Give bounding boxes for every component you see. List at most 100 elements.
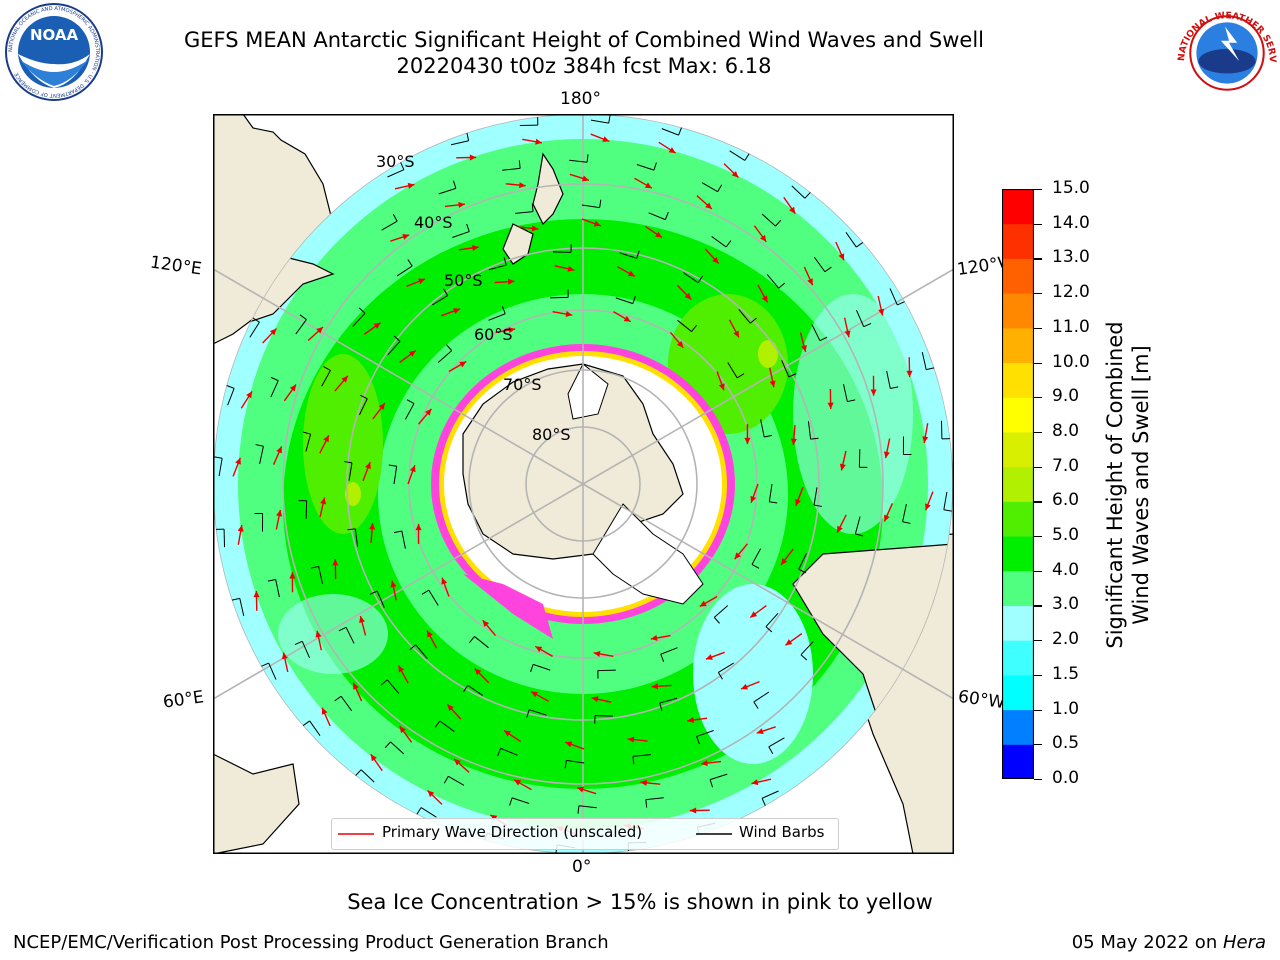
footer-credit: NCEP/EMC/Verification Post Processing Pr… — [13, 932, 609, 953]
colorbar-segment — [1002, 640, 1034, 676]
wave-arrow-head — [458, 201, 465, 208]
wave-arrow-head — [884, 514, 890, 522]
wind-barb-flag — [409, 644, 417, 651]
wind-barb-shaft — [467, 684, 484, 696]
longitude-grid — [213, 114, 954, 854]
wave-arrow-head — [353, 682, 359, 690]
wind-barb-shaft — [753, 691, 770, 703]
wave-arrow-head — [447, 704, 454, 712]
wind-barb-shaft — [511, 797, 530, 804]
wind-barb-flag — [443, 776, 449, 784]
wave-arrow-head — [712, 256, 719, 264]
wind-barb-shaft — [376, 590, 385, 608]
wave-arrow-head — [740, 683, 748, 690]
colorbar-tick-label: 2.0 — [1052, 629, 1080, 650]
lon-label-60e: 60°E — [161, 687, 206, 713]
wind-barb-shaft — [798, 552, 807, 570]
wind-barb-flag — [769, 501, 778, 504]
colorbar-tick-mark — [1034, 674, 1042, 677]
colorbar-tick-mark — [1034, 779, 1042, 781]
wind-barb-shaft — [648, 212, 666, 221]
wind-barb-flag — [343, 461, 353, 464]
wind-barb-flag — [691, 324, 697, 332]
wave-arrow-head — [508, 327, 516, 334]
land-africa — [213, 753, 300, 854]
noaa-logo-text: NOAA — [30, 26, 79, 44]
wind-barb-flag — [902, 521, 911, 524]
wind-barb-flag — [810, 437, 819, 440]
wave-arrow-head — [839, 463, 846, 471]
wave-arrow-head — [320, 497, 327, 505]
wave-arrow-head — [795, 498, 801, 506]
wave-arrow-head — [459, 361, 467, 368]
colorbar-segment — [1002, 397, 1034, 433]
wind-barb-flag — [302, 431, 311, 435]
colorbar-tick-mark — [1034, 709, 1042, 711]
wave-arrow-head — [756, 728, 764, 735]
wind-barb-shaft — [488, 264, 507, 271]
wind-barb-shaft — [768, 737, 785, 748]
wind-barb-flag — [446, 344, 453, 351]
wave-arrow-head — [235, 457, 241, 465]
wind-barb-shaft — [387, 340, 401, 356]
wind-barb-flag — [358, 307, 366, 314]
wave-arrow-head — [627, 736, 635, 743]
wind-barb-shaft — [811, 324, 821, 341]
wind-barb-flag — [697, 275, 704, 283]
wind-barb-shaft — [854, 516, 861, 534]
wave-arrow-head — [807, 278, 813, 286]
wave-arrow-head — [838, 253, 845, 261]
lat-label-50s: 50°S — [444, 271, 483, 290]
wave-arrow-head — [627, 270, 635, 277]
wind-barb-shaft — [727, 362, 738, 379]
wave-arrow-head — [332, 559, 339, 566]
colorbar-tick-mark — [1034, 536, 1042, 538]
wind-barb-flag — [713, 617, 720, 624]
wave-arrow-head — [644, 182, 652, 189]
wind-barb-shaft — [360, 769, 375, 783]
wave-arrow-head — [427, 790, 435, 798]
wind-barb-flag — [804, 192, 811, 199]
wave-arrow-head — [281, 652, 288, 660]
wind-barb-flag — [407, 259, 413, 267]
colorbar-segment — [1002, 258, 1034, 294]
wind-barb-flag — [302, 720, 310, 726]
wave-arrow-head — [531, 225, 539, 232]
wave-arrow-head — [761, 295, 768, 303]
wind-barb-flag — [824, 266, 832, 273]
wave-arrow-head — [453, 308, 461, 314]
noaa-logo-icon: NOAA NATIONAL OCEANIC AND ATMOSPHERIC AD… — [5, 3, 103, 101]
colorbar-segment — [1002, 605, 1034, 641]
wave-arrow-head — [705, 654, 713, 660]
colorbar-tick-mark — [1034, 223, 1042, 225]
wind-barb-flag — [338, 626, 347, 632]
wind-barb-flag — [768, 746, 774, 754]
colorbar-tick-label: 1.5 — [1052, 663, 1080, 684]
wave-arrow-head — [315, 630, 322, 638]
plot-subtitle-run-info: 20220430 t00z 384h fcst Max: 6.18 — [396, 54, 772, 78]
wind-barb-flag — [380, 679, 388, 686]
wave-arrow-head — [593, 220, 601, 227]
wind-barb-flag — [226, 385, 235, 389]
wind-barb-shaft — [768, 483, 773, 502]
wave-arrow-head — [507, 278, 515, 285]
colorbar-tick-label: 9.0 — [1052, 386, 1080, 407]
lat-label-70s: 70°S — [503, 375, 542, 394]
wind-barb-shaft — [800, 641, 814, 656]
wind-barb-shaft — [645, 797, 664, 801]
wind-barb-flag — [393, 530, 402, 534]
wave-arrow-head — [490, 814, 498, 821]
wind-barb-flag — [214, 456, 223, 459]
wind-barb-flag — [416, 807, 422, 815]
wave-arrow-head — [640, 779, 647, 786]
wave-arrow-head — [289, 572, 296, 579]
colorbar-segment — [1002, 570, 1034, 606]
wave-arrow-head — [878, 308, 885, 316]
wind-barb-flag — [943, 509, 952, 512]
wind-barb-shaft — [438, 187, 457, 195]
wave-arrow-head — [718, 383, 725, 391]
wave-arrow-head — [593, 650, 601, 657]
wind-barb-shaft — [348, 462, 353, 481]
wind-barb-flag — [632, 295, 636, 304]
colorbar-tick-mark — [1034, 258, 1042, 260]
